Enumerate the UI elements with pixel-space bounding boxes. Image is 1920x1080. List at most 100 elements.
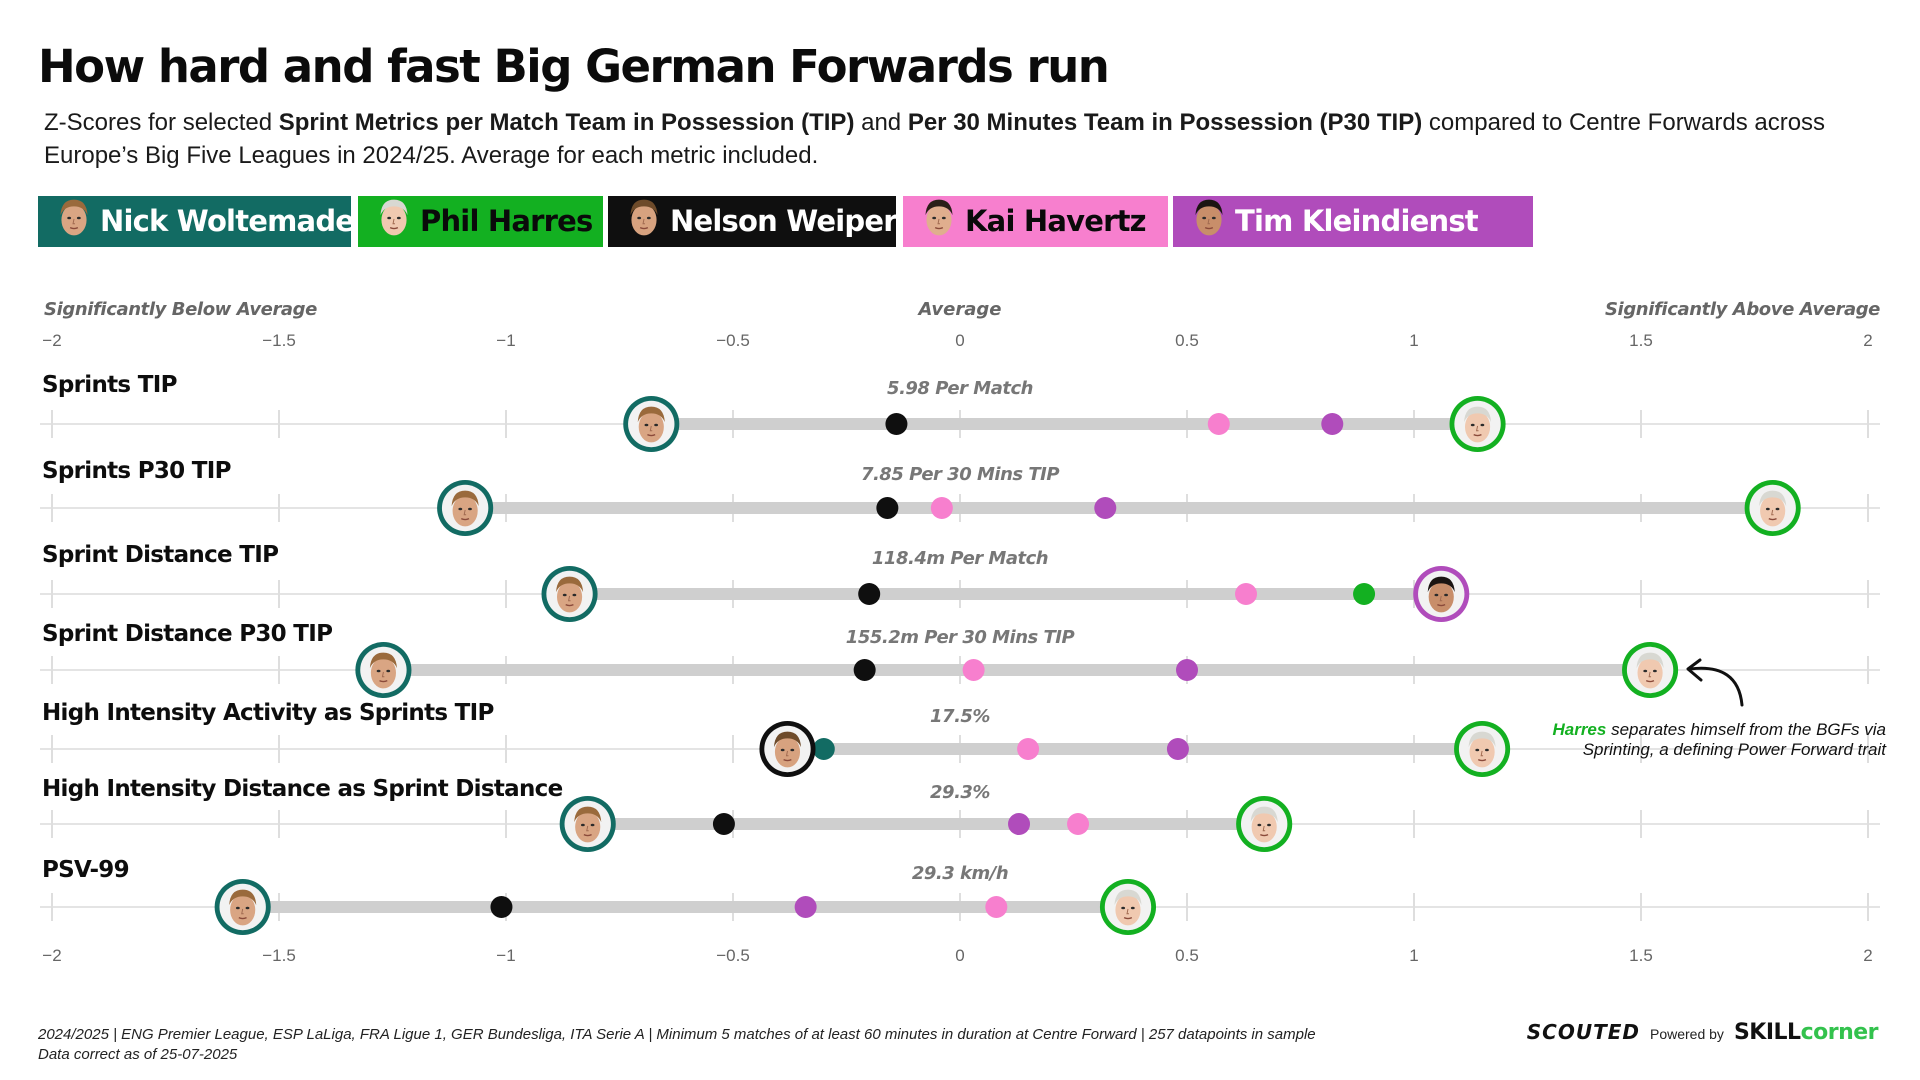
photo-marker-woltemade [355,641,412,699]
scouted-logo: SCOUTED [1526,1020,1640,1044]
dot-kleindienst [794,896,817,918]
player-photo-icon [1099,878,1157,936]
dot-weiper [876,497,899,519]
legend-chip-harres: Phil Harres [358,196,603,247]
player-photo-icon [45,196,103,246]
player-photo-icon [623,395,680,453]
dot-havertz [962,659,985,681]
dot-kleindienst [1176,659,1198,681]
x-tick-label-bottom: 1 [1409,946,1418,965]
scale-label-below: Significantly Below Average [44,299,317,320]
dot-havertz [1017,738,1040,760]
x-tick-label-bottom: −1 [496,946,515,965]
scale-label-average: Average [916,299,1001,320]
player-photo-icon [759,720,816,778]
x-tick-label-top: −0.5 [716,331,750,350]
annotation-text: separates himself from the BGFs via [1606,720,1886,739]
photo-marker-woltemade [541,565,598,623]
dot-woltemade [812,738,835,760]
x-tick-label-top: 0 [955,331,964,350]
dot-weiper [885,413,908,435]
x-tick-label-bottom: 0.5 [1175,946,1199,965]
player-photo-icon [365,196,423,246]
metric-average-label: 29.3 km/h [912,863,1008,884]
dot-weiper [490,896,513,918]
subtitle-segment: Per 30 Minutes Team in Possession (P30 T… [907,109,1423,136]
dot-weiper [712,813,735,835]
dot-plot-chart: Significantly Below Average Average Signif… [40,299,1888,965]
legend-player-name: Kai Havertz [965,204,1147,238]
x-tick-label-bottom: −0.5 [716,946,750,965]
metric-average-label: 7.85 Per 30 Mins TIP [861,464,1059,485]
legend-player-name: Nelson Weiper [670,204,896,238]
legend-chip-weiper: Nelson Weiper [608,196,896,247]
photo-marker-woltemade [437,479,494,537]
x-tick-label-top: −1 [496,331,515,350]
player-photo-icon [1449,395,1506,453]
legend-player-name: Nick Woltemade [100,204,351,238]
skillcorner-logo: SKILLcorner [1733,1020,1879,1045]
dot-havertz [1235,583,1258,605]
x-tick-label-bottom: −1.5 [262,946,296,965]
photo-marker-kleindienst [1413,565,1470,623]
legend-player-name: Tim Kleindienst [1235,204,1479,238]
metric-average-label: 5.98 Per Match [887,378,1033,399]
player-photo-icon [1413,565,1470,623]
metric-label: PSV-99 [42,857,129,883]
dot-kleindienst [1008,813,1031,835]
photo-marker-harres [1449,395,1506,453]
metric-label: Sprints P30 TIP [42,458,231,484]
legend-chip-havertz: Kai Havertz [903,196,1168,247]
x-tick-label-top: 1.5 [1629,331,1653,350]
player-photo-icon [559,795,616,853]
player-photo-icon [214,878,271,936]
legend-chip-kleindienst: Tim Kleindienst [1173,196,1533,247]
annotation-highlight: Harres [1552,720,1606,739]
dot-weiper [858,583,881,605]
annotation-line-2: Sprinting, a defining Power Forward trai… [1583,740,1888,759]
metric-label: High Intensity Activity as Sprints TIP [42,700,494,726]
player-photo-icon [910,196,968,246]
x-tick-label-top: 0.5 [1175,331,1199,350]
footer-source-line: 2024/2025 | ENG Premier League, ESP LaLi… [38,1026,1316,1043]
metric-average-label: 155.2m Per 30 Mins TIP [846,627,1075,648]
player-photo-icon [615,196,673,246]
metric-average-label: 17.5% [930,706,990,727]
player-photo-icon [355,641,412,699]
x-tick-label-bottom: 2 [1863,946,1872,965]
player-photo-icon [541,565,598,623]
metric-label: Sprint Distance TIP [42,542,278,568]
skillcorner-logo-skill: SKILL [1733,1020,1801,1045]
legend-player-name: Phil Harres [420,204,593,238]
photo-marker-harres [1622,641,1679,699]
metric-label: High Intensity Distance as Sprint Distan… [42,776,563,802]
skillcorner-logo-corner: corner [1800,1020,1879,1045]
dot-weiper [853,659,876,681]
player-photo-icon [1454,720,1511,778]
photo-marker-harres [1454,720,1511,778]
photo-marker-harres [1236,795,1293,853]
player-photo-icon [1236,795,1293,853]
player-photo-icon [1622,641,1679,699]
footer-date-line: Data correct as of 25-07-2025 [38,1046,238,1063]
x-tick-label-top: −2 [42,331,61,350]
dot-kleindienst [1166,738,1189,760]
player-photo-icon [1180,196,1238,246]
x-tick-label-bottom: 1.5 [1629,946,1653,965]
photo-marker-woltemade [214,878,271,936]
x-tick-label-top: 1 [1409,331,1418,350]
player-photo-icon [1744,479,1801,537]
subtitle-segment: compared to Centre Forwards across Europ… [44,109,1826,169]
metric-label: Sprint Distance P30 TIP [42,621,332,647]
powered-by-label: Powered by [1650,1026,1724,1042]
subtitle-segment: Sprint Metrics per Match Team in Possess… [278,109,855,136]
x-tick-label-bottom: 0 [955,946,964,965]
player-photo-icon [437,479,494,537]
annotation-arrow [1688,666,1744,707]
dot-havertz [1067,813,1090,835]
photo-marker-weiper [759,720,816,778]
dot-kleindienst [1094,497,1117,519]
metric-label: Sprints TIP [42,372,177,398]
metric-average-label: 29.3% [930,782,990,803]
subtitle-segment: and [854,109,908,136]
